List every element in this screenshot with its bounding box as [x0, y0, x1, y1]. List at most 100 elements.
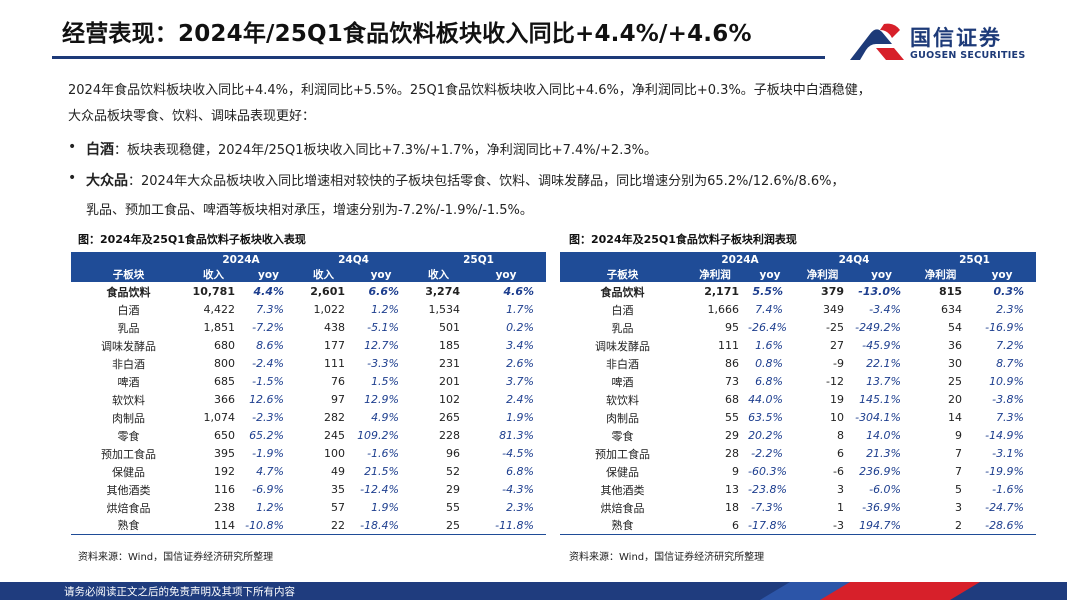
- yoy-cell: -7.2%: [252, 321, 285, 334]
- value-cell: 95: [725, 321, 739, 334]
- value-cell: 8: [837, 429, 845, 442]
- logo-text-cn: 国信证券: [910, 26, 1002, 50]
- value-cell: 395: [214, 447, 235, 460]
- table-row: 啤酒 73 6.8% -12 13.7% 25 10.9%: [560, 373, 1036, 391]
- yoy-cell: -2.2%: [751, 447, 784, 460]
- yoy-cell: -3.8%: [992, 393, 1025, 406]
- yoy-cell: 4.7%: [256, 465, 285, 478]
- value-cell: 111: [324, 357, 346, 370]
- table-row: 预加工食品 395 -1.9% 100 -1.6% 96 -4.5%: [71, 445, 546, 463]
- yoy-cell: -14.9%: [985, 429, 1025, 442]
- column-header: yoy: [745, 267, 796, 283]
- value-cell: 55: [725, 411, 739, 424]
- table-row: 非白酒 86 0.8% -9 22.1% 30 8.7%: [560, 355, 1036, 373]
- row-label: 乳品: [117, 321, 140, 335]
- column-header: 净利润: [795, 267, 851, 283]
- period-header: 2024A: [186, 252, 297, 267]
- table-row: 非白酒 800 -2.4% 111 -3.3% 231 2.6%: [71, 355, 546, 373]
- column-header: yoy: [351, 267, 412, 283]
- value-cell: 3: [955, 501, 963, 514]
- guosen-logo: 国信证券 GUOSEN SECURITIES: [846, 20, 1046, 66]
- column-header: 子板块: [71, 267, 186, 283]
- bullet-baijiu-label: 白酒: [86, 142, 114, 158]
- value-cell: 3: [837, 483, 845, 496]
- table-row: 乳品 95 -26.4% -25 -249.2% 54 -16.9%: [560, 319, 1036, 337]
- value-cell: 86: [725, 357, 739, 370]
- row-label: 软饮料: [112, 393, 145, 407]
- yoy-cell: 10.9%: [989, 375, 1025, 388]
- profit-table: 2024A 24Q4 25Q1 子板块 净利润 yoy 净利润 yoy 净利润 …: [560, 252, 1037, 535]
- table-row: 食品饮料 2,171 5.5% 379 -13.0% 815 0.3%: [560, 283, 1036, 301]
- revenue-table-source: 资料来源：Wind，国信证券经济研究所整理: [78, 552, 274, 563]
- column-header: yoy: [241, 267, 297, 283]
- yoy-cell: -60.3%: [748, 465, 787, 478]
- yoy-cell: -17.8%: [745, 516, 796, 535]
- value-cell: 3,274: [425, 285, 461, 299]
- yoy-cell: 20.2%: [748, 429, 784, 442]
- value-cell: 20: [948, 393, 963, 406]
- value-cell: 116: [214, 483, 235, 496]
- bullet-mass-consumer-line-2: 乳品、预加工食品、啤酒等板块相对承压，增速分别为-7.2%/-1.9%/-1.5…: [86, 203, 533, 218]
- yoy-cell: 21.5%: [364, 465, 400, 478]
- value-cell: 9: [732, 465, 739, 478]
- yoy-cell: 7.4%: [755, 303, 784, 316]
- yoy-cell: 1.6%: [755, 339, 784, 352]
- value-cell: 192: [214, 465, 235, 478]
- value-cell: 25: [411, 516, 467, 535]
- yoy-cell: 7.2%: [996, 339, 1025, 352]
- table-row: 保健品 9 -60.3% -6 236.9% 7 -19.9%: [560, 463, 1036, 481]
- value-cell: 680: [214, 339, 235, 352]
- footer-decoration: [760, 582, 1067, 600]
- value-cell: 177: [324, 339, 346, 352]
- value-cell: 634: [941, 303, 963, 316]
- row-label: 肉制品: [606, 411, 639, 425]
- period-header: 2024A: [685, 252, 796, 267]
- table-row: 调味发酵品 111 1.6% 27 -45.9% 36 7.2%: [560, 337, 1036, 355]
- profit-table-source: 资料来源：Wind，国信证券经济研究所整理: [569, 552, 765, 563]
- yoy-cell: -304.1%: [855, 411, 902, 424]
- yoy-cell: -23.8%: [748, 483, 787, 496]
- yoy-cell: -18.4%: [351, 516, 412, 535]
- table-row: 烘焙食品 238 1.2% 57 1.9% 55 2.3%: [71, 499, 546, 517]
- row-label: 预加工食品: [101, 447, 156, 461]
- value-cell: 22: [296, 516, 352, 535]
- row-label: 调味发酵品: [101, 339, 156, 353]
- value-cell: 52: [446, 465, 461, 478]
- value-cell: 14: [948, 411, 963, 424]
- title-underline: [52, 56, 825, 59]
- yoy-cell: 2.6%: [506, 357, 535, 370]
- row-label: 烘焙食品: [106, 501, 151, 515]
- value-cell: -3: [795, 516, 851, 535]
- row-label: 零食: [117, 429, 140, 443]
- yoy-cell: 13.7%: [866, 375, 902, 388]
- yoy-cell: -1.6%: [367, 447, 400, 460]
- header-blank: [560, 252, 685, 267]
- bullet-baijiu: 白酒：板块表现稳健，2024年/25Q1板块收入同比+7.3%/+1.7%，净利…: [86, 139, 657, 159]
- yoy-cell: 145.1%: [859, 393, 902, 406]
- bullet-mass-consumer-text: ：2024年大众品板块收入同比增速相对较快的子板块包括零食、饮料、调味发酵品，同…: [128, 174, 845, 189]
- profit-table-body: 食品饮料 2,171 5.5% 379 -13.0% 815 0.3% 白酒 1,666 7.4%…: [560, 283, 1037, 535]
- yoy-cell: 2.3%: [506, 501, 535, 514]
- yoy-cell: 7.3%: [996, 411, 1025, 424]
- yoy-cell: 44.0%: [748, 393, 784, 406]
- yoy-cell: 63.5%: [748, 411, 784, 424]
- yoy-cell: 6.6%: [368, 285, 400, 299]
- column-header: 收入: [296, 267, 352, 283]
- yoy-cell: -2.4%: [252, 357, 285, 370]
- value-cell: 25: [948, 375, 963, 388]
- row-label: 预加工食品: [595, 447, 650, 461]
- value-cell: 96: [446, 447, 461, 460]
- value-cell: -6: [833, 465, 845, 478]
- row-label: 非白酒: [606, 357, 639, 371]
- value-cell: 185: [439, 339, 461, 352]
- value-cell: 5: [955, 483, 963, 496]
- value-cell: 36: [948, 339, 963, 352]
- yoy-cell: 7.3%: [256, 303, 285, 316]
- table-row: 肉制品 55 63.5% 10 -304.1% 14 7.3%: [560, 409, 1036, 427]
- value-cell: 9: [955, 429, 963, 442]
- value-cell: 379: [821, 285, 845, 299]
- yoy-cell: -7.3%: [751, 501, 784, 514]
- value-cell: 97: [331, 393, 346, 406]
- value-cell: 201: [439, 375, 461, 388]
- row-label: 熟食: [560, 516, 685, 535]
